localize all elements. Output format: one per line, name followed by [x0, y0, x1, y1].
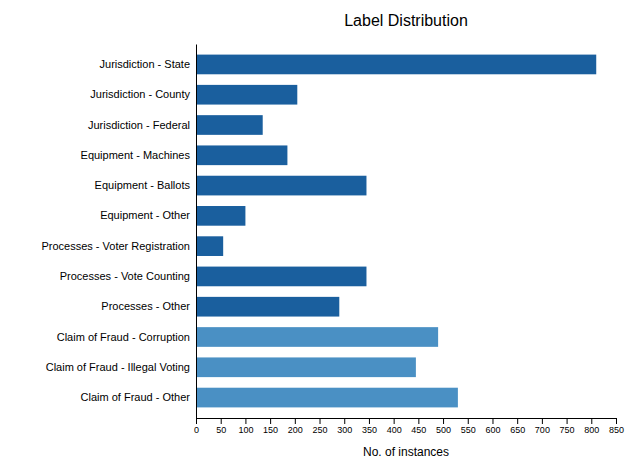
bar [196, 236, 223, 256]
tick-label: 0 [194, 425, 199, 435]
tick: 150 [263, 418, 278, 435]
tick: 550 [461, 418, 476, 435]
bar [196, 388, 458, 408]
tick: Jurisdiction - State [100, 58, 190, 70]
tick-mark [394, 418, 395, 424]
tick: 450 [411, 418, 426, 435]
tick: Processes - Other [101, 300, 190, 312]
tick: 400 [387, 418, 402, 435]
tick: Equipment - Other [100, 209, 190, 221]
bar [196, 297, 339, 317]
tick-mark [320, 418, 321, 424]
tick: Jurisdiction - Federal [88, 119, 190, 131]
tick: Equipment - Ballots [95, 179, 191, 191]
tick-label: 400 [387, 425, 402, 435]
tick-mark [468, 418, 469, 424]
tick: Processes - Voter Registration [41, 240, 190, 252]
tick-mark [369, 418, 370, 424]
tick-mark [418, 418, 419, 424]
chart: 0 50 100 150 200 250 300 350 400 450 500 550 600 650 7… [0, 0, 640, 470]
tick-label: 50 [216, 425, 226, 435]
tick: Jurisdiction - County [90, 88, 190, 100]
bar [196, 267, 366, 287]
tick-label: Claim of Fraud - Illegal Voting [46, 361, 190, 373]
tick: 800 [584, 418, 599, 435]
tick-mark [344, 418, 345, 424]
tick-mark [221, 418, 222, 424]
bar [196, 357, 416, 377]
tick-mark [443, 418, 444, 424]
tick-label: 750 [560, 425, 575, 435]
tick: Processes - Vote Counting [60, 270, 190, 282]
tick-label: 350 [362, 425, 377, 435]
tick-mark [245, 418, 246, 424]
tick: 350 [362, 418, 377, 435]
tick: 850 [609, 418, 624, 435]
axis-line [196, 45, 197, 419]
bar [196, 327, 438, 347]
tick-mark [591, 418, 592, 424]
tick-mark [542, 418, 543, 424]
tick-label: 700 [535, 425, 550, 435]
axis-title: No. of instances [363, 445, 449, 459]
title: Label Distribution [344, 12, 468, 29]
plot: 0 50 100 150 200 250 300 350 400 450 500 550 600 650 7… [41, 45, 624, 436]
tick-label: 200 [288, 425, 303, 435]
tick: 100 [238, 418, 253, 435]
tick: 0 [194, 418, 199, 435]
tick-mark [270, 418, 271, 424]
tick: 200 [288, 418, 303, 435]
tick-mark [295, 418, 296, 424]
tick: 50 [216, 418, 226, 435]
bar [196, 115, 263, 135]
tick-label: 850 [609, 425, 624, 435]
tick-label: Jurisdiction - County [90, 88, 190, 100]
tick-label: Processes - Vote Counting [60, 270, 190, 282]
tick-label: Processes - Other [101, 300, 190, 312]
tick-label: Equipment - Ballots [95, 179, 191, 191]
axis-line [197, 419, 617, 425]
bar [196, 206, 245, 226]
tick-label: 650 [510, 425, 525, 435]
tick-label: Equipment - Other [100, 209, 190, 221]
tick-label: 500 [436, 425, 451, 435]
bars [196, 55, 596, 408]
tick: 500 [436, 418, 451, 435]
tick: Claim of Fraud - Illegal Voting [46, 361, 190, 373]
tick: 600 [485, 418, 500, 435]
tick-label: 100 [238, 425, 253, 435]
bar [196, 145, 287, 165]
tick: Claim of Fraud - Corruption [57, 331, 190, 343]
bar [196, 85, 297, 105]
tick-label: Jurisdiction - Federal [88, 119, 190, 131]
tick: Claim of Fraud - Other [81, 391, 191, 403]
tick-label: 150 [263, 425, 278, 435]
tick-label: 300 [337, 425, 352, 435]
tick-label: 600 [485, 425, 500, 435]
tick: 300 [337, 418, 352, 435]
bar [196, 55, 596, 75]
tick-mark [567, 418, 568, 424]
tick-mark [196, 418, 197, 424]
tick-mark [492, 418, 493, 424]
tick-label: 800 [584, 425, 599, 435]
y-axis: Jurisdiction - State Jurisdiction - Count… [41, 45, 196, 419]
tick-label: Jurisdiction - State [100, 58, 190, 70]
tick: 650 [510, 418, 525, 435]
tick-mark [517, 418, 518, 424]
tick-label: 550 [461, 425, 476, 435]
tick-label: Processes - Voter Registration [41, 240, 190, 252]
tick-label: Claim of Fraud - Corruption [57, 331, 190, 343]
tick-label: Equipment - Machines [81, 149, 191, 161]
bar [196, 176, 366, 196]
tick-mark [616, 418, 617, 424]
tick: 250 [313, 418, 328, 435]
tick-label: Claim of Fraud - Other [81, 391, 191, 403]
tick-label: 250 [313, 425, 328, 435]
tick: 700 [535, 418, 550, 435]
tick: 750 [560, 418, 575, 435]
tick: Equipment - Machines [81, 149, 191, 161]
x-axis: 0 50 100 150 200 250 300 350 400 450 500 550 600 650 7… [194, 418, 624, 435]
tick-label: 450 [411, 425, 426, 435]
